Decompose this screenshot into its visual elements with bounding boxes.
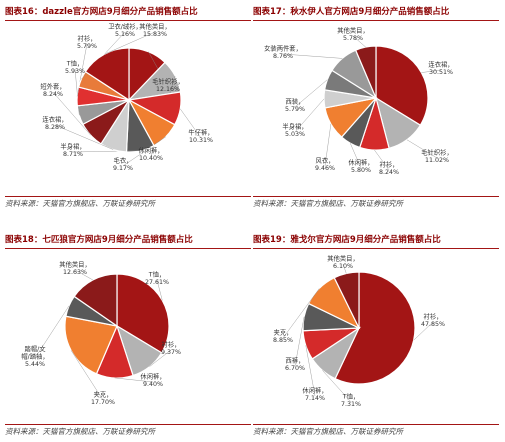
slice-label-2: 衬衫， 8.24% [379, 160, 399, 177]
slice-label-10: 其他类目， 15.83% [139, 22, 170, 38]
slice-label-0: T恤， 27.61% [145, 270, 169, 287]
leader-line-5 [54, 124, 114, 150]
leader-line-2 [114, 377, 154, 383]
pie-chart-dazzle: 毛针织衫， 12.16% 休闲裤， 10.40% 牛仔裤， 10.31% 毛衣， 9.17% 半… [40, 22, 213, 173]
chart-title: 图表18：七匹狼官方网店9月细分产品销售额占比 [5, 232, 251, 249]
leader-line-10 [104, 31, 156, 55]
chart-title: 图表16：dazzle官方网店9月细分产品销售额占比 [5, 4, 251, 21]
slice-label-0: 衬衫， 47.85% [421, 312, 445, 329]
source-note: 资料来源：天猫官方旗舰店、万联证券研究所 [5, 196, 251, 211]
leader-line-8 [352, 35, 366, 48]
leader-line-3 [350, 143, 362, 169]
leader-line-4 [282, 288, 320, 339]
leader-line-5 [294, 98, 325, 133]
slice-label-2: 牛仔裤， 10.31% [188, 128, 213, 145]
chart-panel-septwolves: 图表18：七匹狼官方网店9月细分产品销售额占比 T恤， 27.61% 衬衫， 9.37… [5, 232, 251, 442]
slice-label-4: 风衣， 9.46% [315, 156, 335, 173]
slice-label-8: 衬衫， 5.79% [77, 34, 97, 51]
slice-label-5: 其他类目， 6.10% [327, 254, 358, 271]
leader-line-4 [34, 305, 70, 359]
slice-label-5: 连衣裙， 8.28% [42, 115, 67, 132]
slice-label-4: 踏帽/文帽/踏袖， 5.44% [21, 344, 48, 368]
pie-slice-8 [354, 45, 377, 99]
leader-line-0 [156, 279, 163, 301]
slice-label-0: 毛针织衫， 12.16% [152, 77, 183, 94]
leader-line-2 [374, 149, 390, 171]
pie-slice-0 [116, 273, 170, 354]
slice-label-4: 夹克， 8.85% [273, 328, 293, 345]
slice-label-1: 毛针织衫， 11.02% [421, 148, 452, 165]
pie-chart-septwolves: T恤， 27.61% 衬衫， 9.37% 休闲裤， 9.40% 夹克， 17.70% 踏帽/文帽… [21, 260, 181, 407]
slice-label-3: 夹克， 17.70% [91, 390, 115, 407]
pie-slice-10 [84, 47, 130, 102]
leader-line-1 [322, 370, 352, 403]
slice-label-3: 休闲裤， 5.80% [348, 158, 373, 175]
leader-line-0 [413, 321, 434, 341]
slice-label-0: 连衣裙， 30.51% [428, 60, 453, 77]
chart-panel-youngor: 图表19：雅戈尔官方网店9月细分产品销售额占比 衬衫， 47.85% T恤， 7.31… [253, 232, 499, 442]
leader-line-5 [74, 269, 93, 281]
source-note: 资料来源：天猫官方旗舰店、万联证券研究所 [253, 424, 499, 439]
chart-panel-qiushuiyiren: 图表17：秋水伊人官方网店9月细分产品销售额占比 连衣裙， 30.51% 毛针织衫，… [253, 4, 499, 214]
slice-label-1: T恤， 7.31% [341, 392, 361, 409]
pie-slice-5 [73, 273, 118, 328]
leader-line-2 [180, 108, 202, 139]
leader-line-3 [294, 316, 305, 367]
slice-label-4: 半身裙， 8.71% [60, 142, 85, 159]
source-note: 资料来源：天猫官方旗舰店、万联证券研究所 [5, 424, 251, 439]
pie-slice-0 [334, 271, 416, 385]
leader-line-1 [406, 139, 438, 159]
leader-line-3 [122, 136, 167, 167]
leader-line-3 [70, 350, 104, 401]
slice-label-3: 毛衣， 9.17% [113, 156, 133, 173]
leader-line-4 [72, 150, 141, 153]
leader-line-6 [52, 91, 91, 136]
slice-label-9: 卫衣/绒衫， 5.16% [108, 22, 142, 38]
pie-chart-youngor: 衬衫， 47.85% T恤， 7.31% 休闲裤， 7.14% 西裤， 6.70% 夹克， 8.8… [273, 254, 445, 409]
slice-label-6: 西装， 5.79% [285, 97, 305, 114]
pie-slice-3 [64, 315, 118, 375]
slice-label-6: 短外套， 8.24% [40, 82, 65, 99]
slice-label-7: 女装两件套， 8.76% [264, 44, 302, 61]
chart-panel-dazzle: 图表16：dazzle官方网店9月细分产品销售额占比 毛针织衫， 12.16% 休闲… [5, 4, 251, 214]
slice-label-7: T恤， 5.93% [65, 59, 85, 76]
slice-label-3: 西裤， 6.70% [285, 356, 305, 373]
slice-label-2: 休闲裤， 7.14% [302, 386, 327, 403]
slice-label-5: 半身裙， 5.03% [282, 122, 307, 139]
leader-line-2 [305, 345, 316, 397]
slice-label-8: 其他类目， 5.78% [337, 26, 368, 43]
source-note: 资料来源：天猫官方旗舰店、万联证券研究所 [253, 196, 499, 211]
chart-title: 图表17：秋水伊人官方网店9月细分产品销售额占比 [253, 4, 499, 21]
pie-slice-5 [333, 271, 360, 329]
slice-label-1: 休闲裤， 10.40% [138, 146, 163, 163]
leader-line-0 [421, 69, 442, 73]
leader-line-4 [324, 123, 332, 167]
leader-line-5 [342, 263, 347, 274]
slice-label-1: 衬衫， 9.37% [161, 340, 181, 357]
leader-line-1 [149, 349, 172, 367]
leader-line-7 [282, 53, 343, 59]
chart-title: 图表19：雅戈尔官方网店9月细分产品销售额占比 [253, 232, 499, 249]
slice-label-2: 休闲裤， 9.40% [140, 372, 165, 389]
pie-chart-qiushuiyiren: 连衣裙， 30.51% 毛针织衫， 11.02% 衬衫， 8.24% 休闲裤， 5.80% 风衣… [264, 26, 453, 177]
slice-label-5: 其他类目， 12.63% [59, 260, 90, 277]
leader-line-6 [294, 79, 328, 108]
